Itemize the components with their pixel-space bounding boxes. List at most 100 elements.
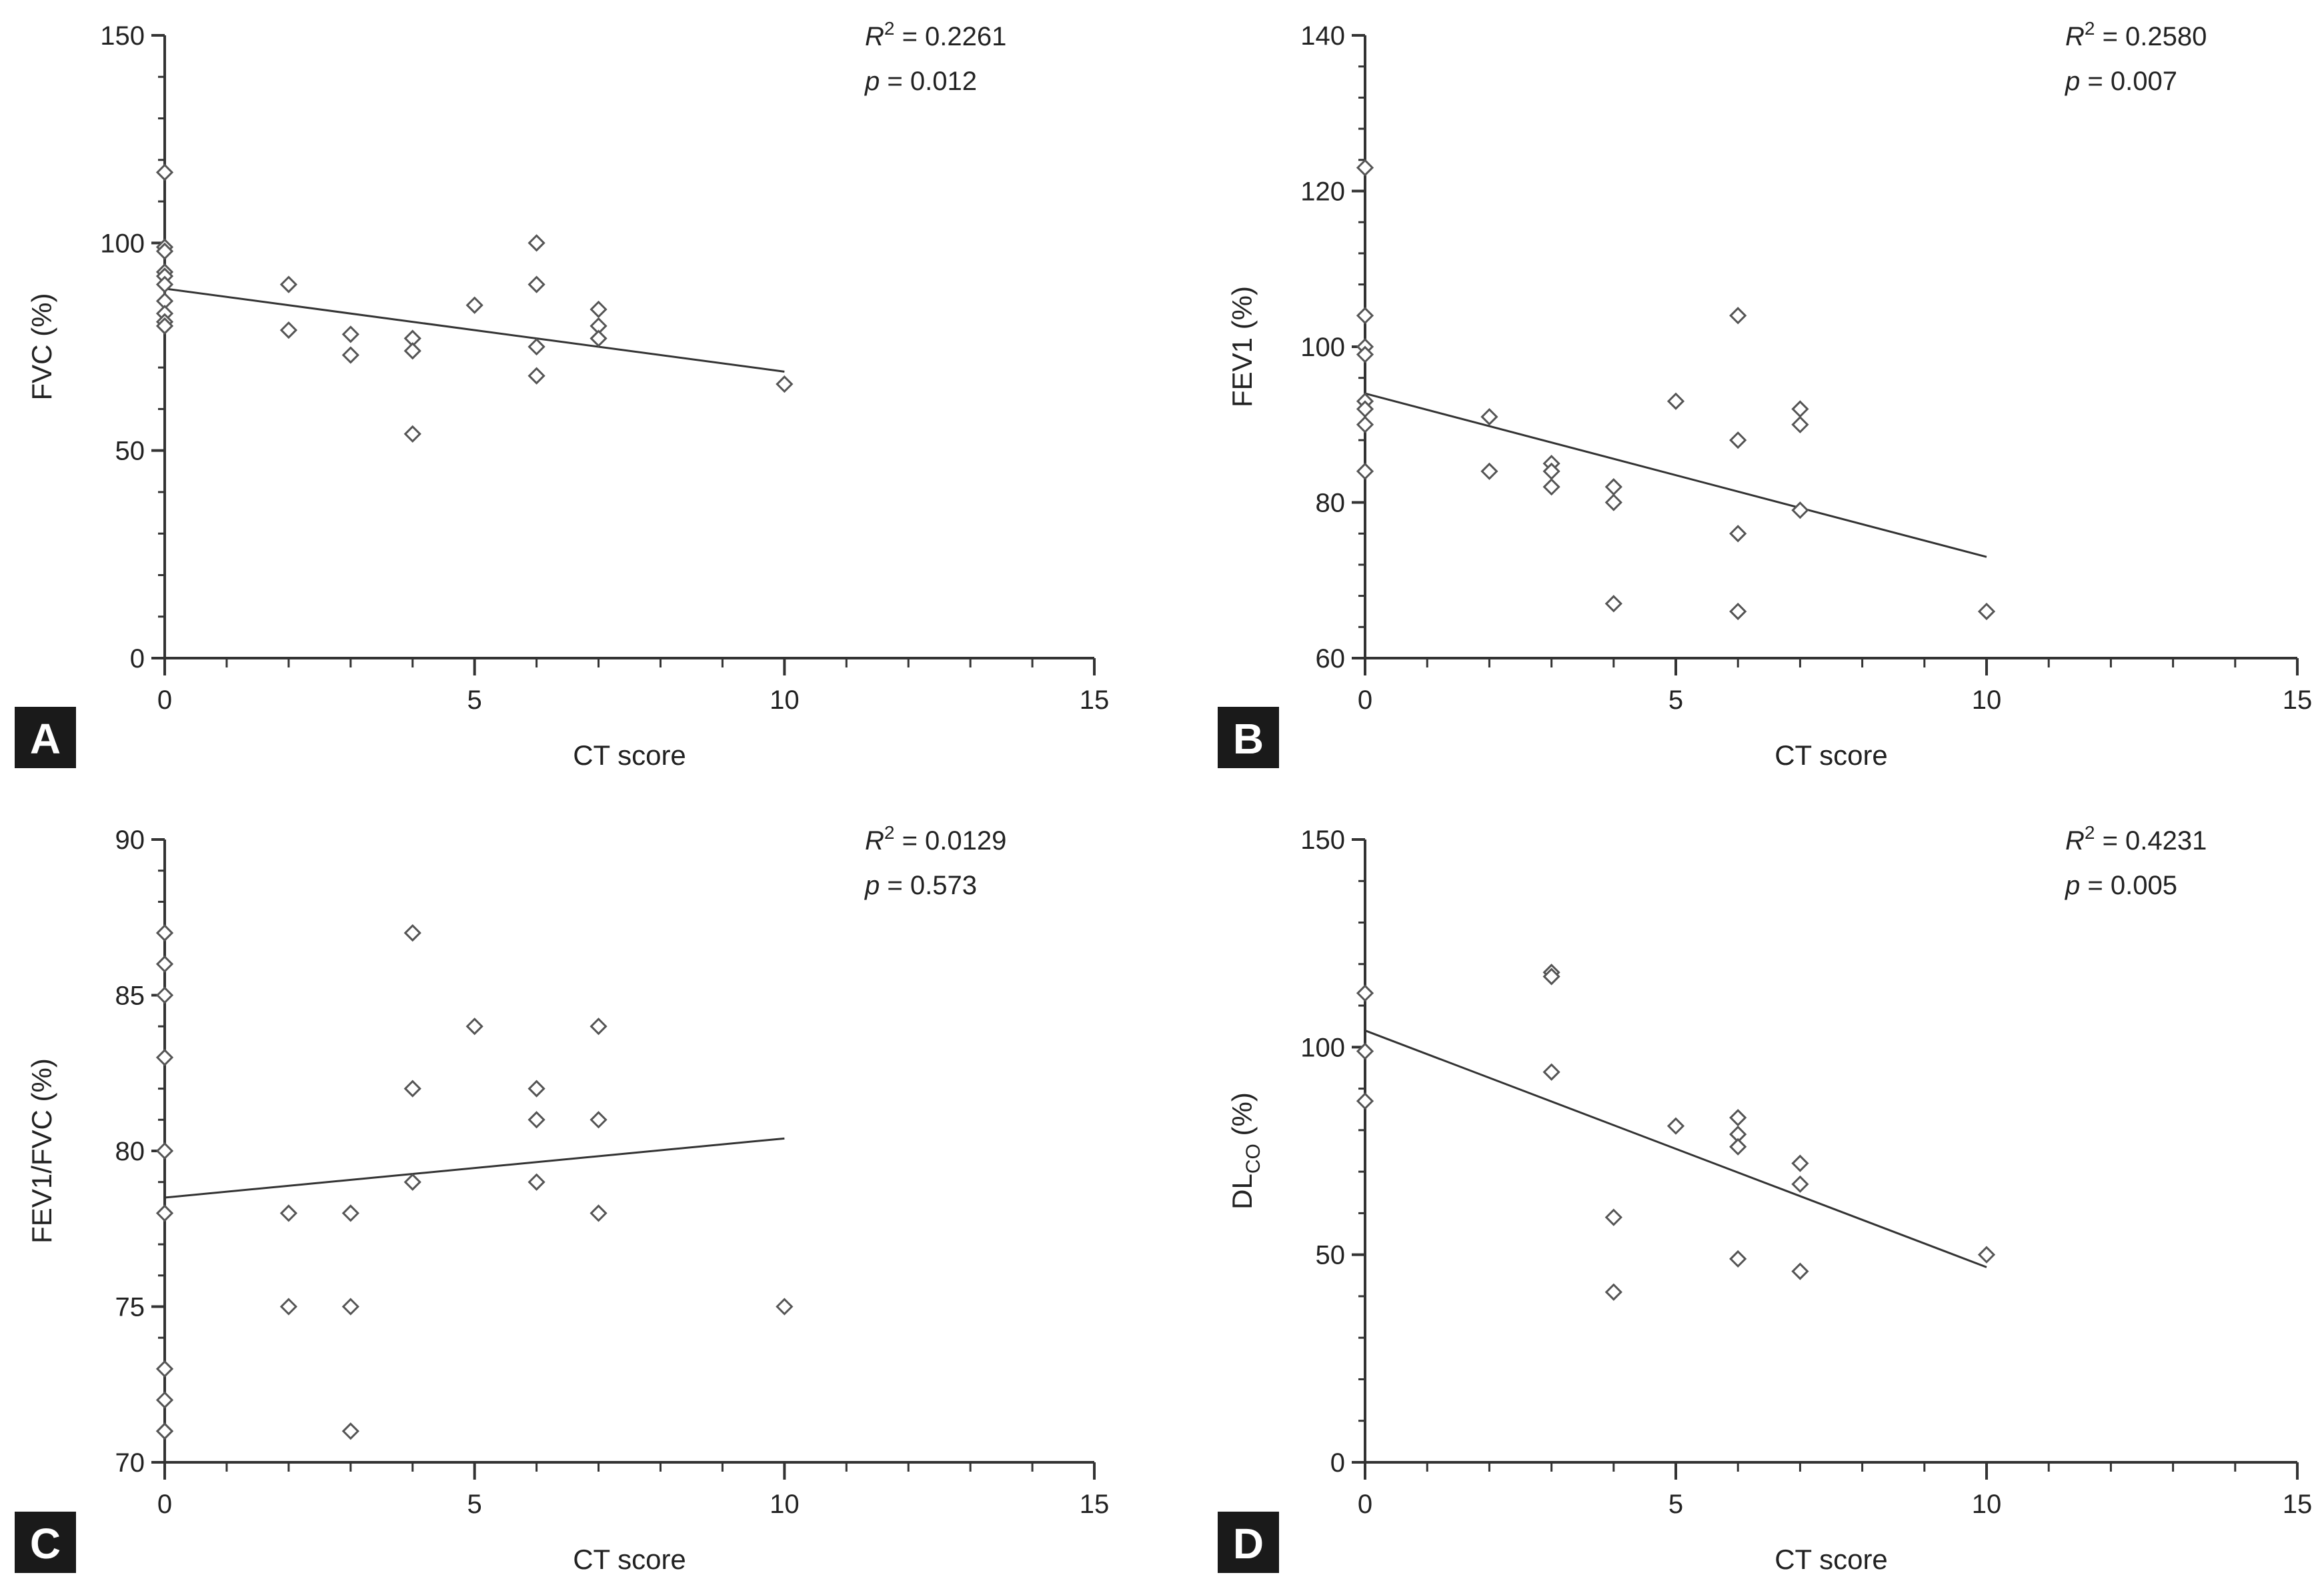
panel-a-ytick-label: 100 (100, 229, 145, 258)
panel-d-data-point (1729, 1138, 1747, 1156)
panel-a-r2-annotation: R2 = 0.2261 (865, 18, 1006, 51)
panel-d-data-point (1791, 1175, 1809, 1193)
panel-c-data-point (465, 1018, 483, 1036)
panel-c-data-point (776, 1298, 794, 1316)
panel-d-chart: 0 50 100 150 0 5 10 15 CT score DLCO (%) R2 = 0.42… (1218, 822, 2312, 1575)
panel-a-data-point (527, 367, 545, 385)
panel-c-xtick-label: 15 (1080, 1490, 1110, 1519)
panel-d-letter: D (1233, 1520, 1264, 1568)
panel-c-data-point (155, 924, 174, 942)
panel-b-ytick-label: 100 (1300, 333, 1345, 362)
panel-d-x-axis-label: CT score (1775, 1544, 1888, 1575)
panel-a-ytick-label: 0 (130, 644, 145, 673)
panel-a-xtick-label: 15 (1080, 685, 1110, 715)
panel-d-r2-annotation: R2 = 0.4231 (2065, 822, 2207, 856)
panel-c-xtick-label: 0 (157, 1490, 172, 1519)
panel-b-trend-line (1364, 392, 1987, 558)
panel-b-data-point (1356, 415, 1374, 433)
panel-d-data-point (1729, 1109, 1747, 1127)
panel-b-xtick-label: 10 (1972, 685, 2002, 715)
panel-b-letter-badge (1218, 707, 1279, 768)
panel-a-ytick-label: 150 (100, 21, 145, 51)
panel-b-p-value-annotation: p = 0.007 (2065, 67, 2177, 96)
panel-a-data-point (155, 163, 174, 181)
panel-b-data-point (1791, 400, 1809, 418)
panel-d-ytick-label: 150 (1300, 826, 1345, 855)
panel-d-ytick-label: 100 (1300, 1033, 1345, 1062)
panel-b-ytick-label: 140 (1300, 21, 1345, 51)
panel-b-data-point (1480, 407, 1498, 426)
panel-c-ytick-label: 70 (115, 1448, 145, 1478)
panel-b-data-point (1356, 462, 1374, 480)
panel-d-data-point (1791, 1262, 1809, 1280)
panel-b-xtick-label: 5 (1668, 685, 1683, 715)
panel-c-data-point (590, 1111, 608, 1129)
panel-d-ytick-label: 50 (1316, 1241, 1346, 1270)
panel-b-letter: B (1233, 715, 1264, 763)
panel-d-xtick-label: 0 (1358, 1490, 1372, 1519)
panel-b-data-point (1542, 478, 1560, 496)
panel-b-data-point (1791, 415, 1809, 433)
panel-b-y-axis-label: FEV1 (%) (1226, 286, 1258, 407)
panel-d-data-point (1666, 1117, 1685, 1135)
panel-d-xtick-label: 10 (1972, 1490, 2002, 1519)
panel-b-data-point (1356, 345, 1374, 363)
panel-a-data-point (403, 342, 421, 360)
panel-d-data-point (1604, 1208, 1622, 1226)
panel-c-data-point (590, 1018, 608, 1036)
panel-a-data-point (527, 234, 545, 252)
panel-d-data-point (1356, 1042, 1374, 1060)
panel-c-r2-annotation: R2 = 0.0129 (865, 822, 1006, 856)
panel-a-data-point (155, 242, 174, 260)
panel-a-letter: A (30, 715, 61, 763)
panel-a-data-point (279, 275, 297, 293)
panel-d-data-point (1356, 1092, 1374, 1110)
panel-a-data-point (776, 375, 794, 393)
panel-a-data-point (403, 425, 421, 443)
panel-c-ytick-label: 80 (115, 1137, 145, 1166)
panel-c-ytick-label: 85 (115, 982, 145, 1011)
panel-b-ytick-label: 80 (1316, 489, 1346, 518)
panel-d-y-axis-label: DLCO (%) (1226, 1092, 1264, 1210)
panel-d-data-point (1542, 968, 1560, 986)
panel-d-xtick-label: 15 (2283, 1490, 2313, 1519)
panel-d-data-point (1977, 1246, 1996, 1264)
panel-a-data-point (465, 296, 483, 314)
panel-d-trend-line (1364, 1030, 1987, 1268)
panel-c-x-axis-label: CT score (573, 1544, 686, 1575)
panel-c-p-value-annotation: p = 0.573 (864, 871, 977, 900)
panel-c-data-point (527, 1111, 545, 1129)
panel-c-data-point (155, 986, 174, 1004)
panel-a-xtick-label: 0 (157, 685, 172, 715)
panel-c-letter: C (30, 1520, 61, 1568)
panel-c-data-point (341, 1422, 359, 1440)
panel-a-data-point (279, 321, 297, 339)
panel-c-data-point (155, 1422, 174, 1440)
panel-b-data-point (1791, 501, 1809, 519)
panel-c-data-point (527, 1173, 545, 1191)
panel-d-ytick-label: 0 (1330, 1448, 1345, 1478)
panel-a-data-point (527, 337, 545, 356)
panel-b-ytick-label: 120 (1300, 177, 1345, 207)
panel-c-xtick-label: 10 (770, 1490, 800, 1519)
panel-c-data-point (155, 955, 174, 973)
panel-c-data-point (155, 1142, 174, 1160)
panel-d-letter-badge (1218, 1512, 1279, 1573)
panel-b-xtick-label: 15 (2283, 685, 2313, 715)
panel-b-ytick-label: 60 (1316, 644, 1346, 673)
panel-c-y-axis-label: FEV1/FVC (%) (26, 1058, 57, 1244)
panel-a-x-axis-label: CT score (573, 739, 686, 771)
panel-a-data-point (341, 346, 359, 364)
panel-c-data-point (341, 1204, 359, 1222)
panel-a-data-point (341, 325, 359, 343)
panel-d-xtick-label: 5 (1668, 1490, 1683, 1519)
panel-c-data-point (403, 1080, 421, 1098)
panel-b-data-point (1356, 159, 1374, 177)
panel-c-data-point (155, 1048, 174, 1067)
panel-b-xtick-label: 0 (1358, 685, 1372, 715)
panel-c-chart: 70 75 80 85 90 0 5 10 15 CT score FEV1/FVC (%) R2 =… (15, 822, 1109, 1575)
panel-d-data-point (1729, 1250, 1747, 1268)
panel-a-ytick-label: 50 (115, 437, 145, 466)
panel-d-data-point (1791, 1154, 1809, 1172)
panel-b-chart: 60 80 100 120 140 0 5 10 15 CT score FEV1 (%) R2 = … (1218, 18, 2312, 771)
